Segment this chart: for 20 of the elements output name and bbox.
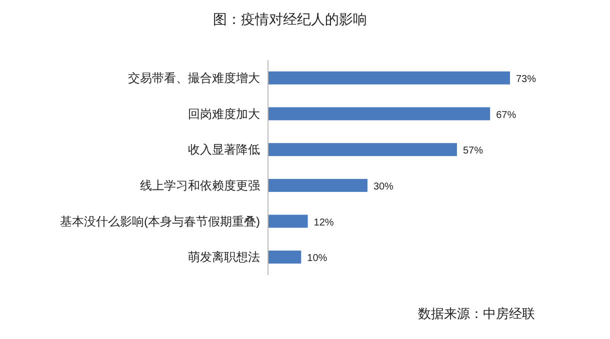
data-label: 73% [516, 74, 536, 85]
bar [268, 178, 368, 192]
data-label: 67% [496, 110, 516, 121]
y-tick-label: 萌发离职想法 [188, 250, 260, 264]
data-label: 57% [462, 146, 484, 157]
y-tick-label: 收入显著降低 [188, 142, 260, 157]
source-note: 数据来源：中房经联 [418, 306, 535, 321]
bar [268, 143, 457, 156]
y-tick-label: 交易带看、撮合难度增大 [128, 70, 260, 85]
bar [268, 250, 302, 264]
data-label: 10% [307, 253, 328, 264]
data-label: 12% [314, 217, 334, 228]
bar [268, 214, 308, 228]
y-tick-label: 回岗难度加大 [188, 106, 260, 121]
chart-title: 图：疫情对经纪人的影响 [213, 11, 367, 27]
data-label: 30% [373, 181, 394, 192]
bar [268, 107, 490, 120]
y-tick-label: 基本没什么影响(本身与春节假期重叠) [60, 214, 260, 228]
bar [268, 71, 510, 84]
y-tick-label: 线上学习和依赖度更强 [140, 178, 260, 192]
